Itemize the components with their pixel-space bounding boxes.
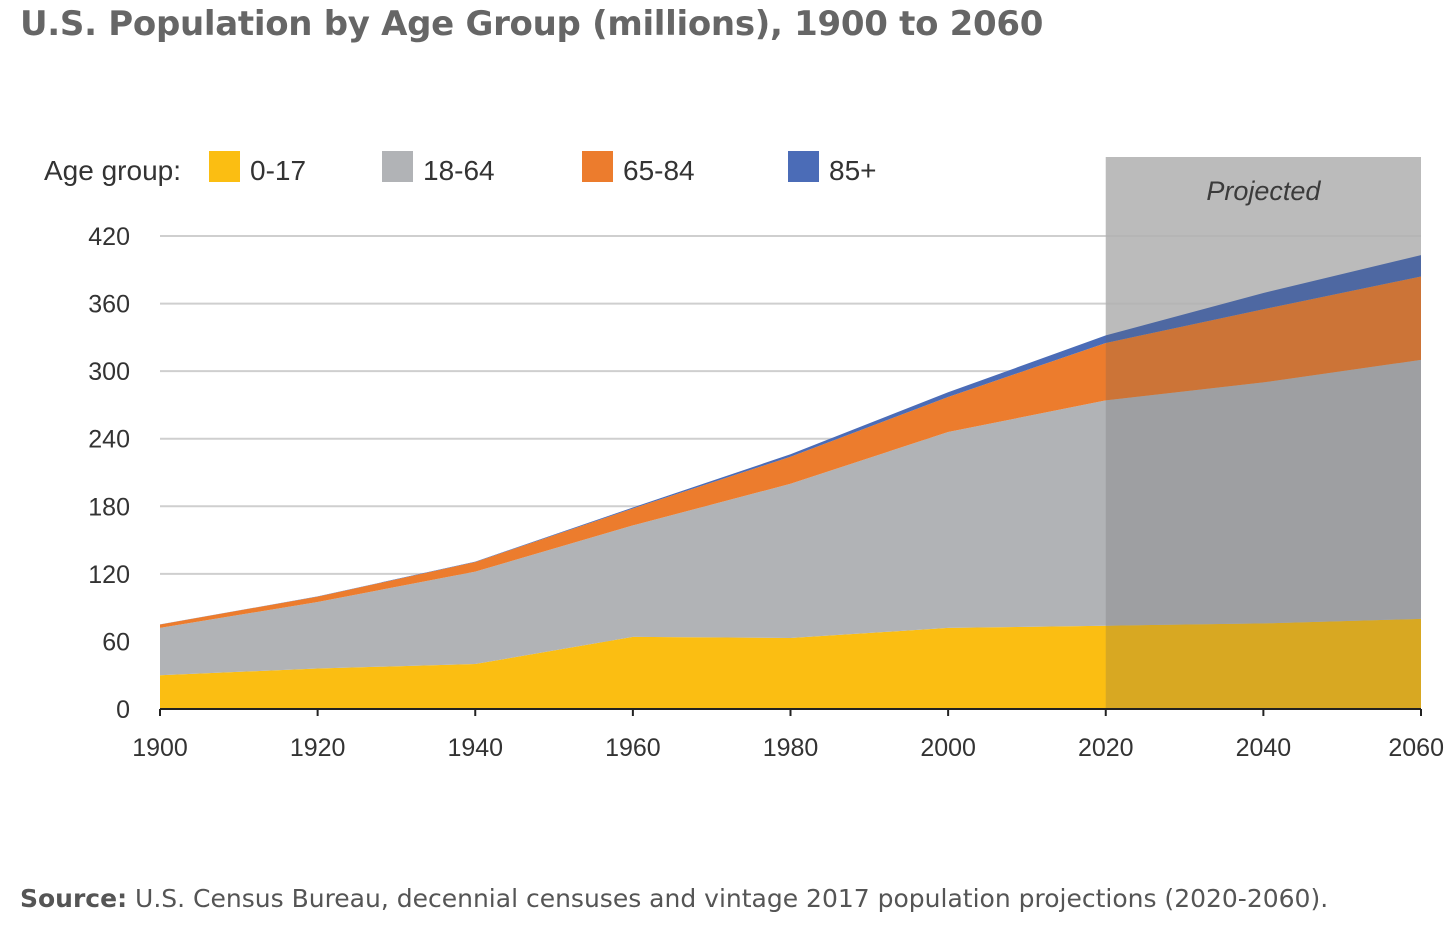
projected-shade xyxy=(1105,157,1421,709)
x-axis-ticks: 1900 1920 1940 1960 1980 2000 2020 2040 2060 xyxy=(132,734,1444,762)
legend-swatch-85+ xyxy=(788,151,819,182)
chart-title: U.S. Population by Age Group (millions),… xyxy=(20,4,1044,44)
x-axis xyxy=(159,708,1422,716)
source-note: Source: U.S. Census Bureau, decennial ce… xyxy=(20,884,1328,913)
y-tick-label: 180 xyxy=(88,493,130,521)
y-tick-label: 0 xyxy=(116,696,130,724)
legend-swatch-65-84 xyxy=(582,151,613,182)
x-tick-label: 2040 xyxy=(1236,734,1292,762)
legend-swatch-0-17 xyxy=(209,151,240,182)
projected-label: Projected xyxy=(1206,176,1321,206)
area-series-0-17 xyxy=(160,618,1421,709)
source-text: U.S. Census Bureau, decennial censuses a… xyxy=(127,884,1329,913)
x-tick-label: 1940 xyxy=(447,734,503,762)
area-series-18-64 xyxy=(160,359,1421,676)
x-tick-label: 1900 xyxy=(132,734,188,762)
y-tick-label: 360 xyxy=(88,291,130,319)
legend-swatch-18-64 xyxy=(382,151,413,182)
area-series-65-84 xyxy=(160,276,1421,628)
x-tick-label: 1920 xyxy=(290,734,346,762)
area-series-85+ xyxy=(160,255,1421,625)
y-tick-label: 240 xyxy=(88,426,130,454)
legend-label-18-64: 18-64 xyxy=(423,155,495,186)
legend-label-85+: 85+ xyxy=(829,155,877,186)
legend-title: Age group: xyxy=(44,155,181,186)
stacked-areas xyxy=(160,255,1421,709)
x-tick-label: 1980 xyxy=(763,734,819,762)
y-tick-label: 420 xyxy=(88,223,130,251)
x-tick-label: 1960 xyxy=(605,734,661,762)
x-tick-label: 2060 xyxy=(1388,734,1444,762)
legend-label-0-17: 0-17 xyxy=(250,155,306,186)
x-tick-label: 2020 xyxy=(1078,734,1134,762)
legend-label-65-84: 65-84 xyxy=(623,155,695,186)
y-tick-label: 300 xyxy=(88,358,130,386)
source-label: Source: xyxy=(20,884,128,913)
y-tick-label: 120 xyxy=(88,561,130,589)
projected-overlay xyxy=(1105,157,1421,709)
x-tick-label: 2000 xyxy=(920,734,976,762)
y-axis-ticks: 0 60 120 180 240 300 360 420 xyxy=(88,223,130,724)
legend: Age group: 0-17 18-64 65-84 85+ xyxy=(44,151,877,186)
y-tick-label: 60 xyxy=(102,628,130,656)
